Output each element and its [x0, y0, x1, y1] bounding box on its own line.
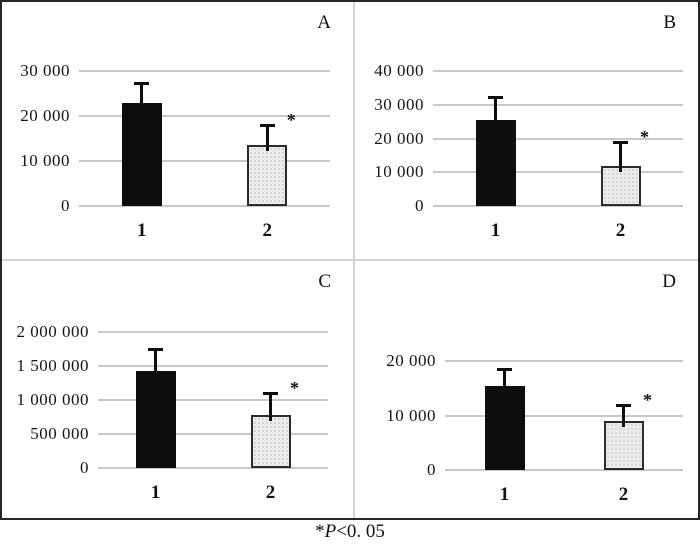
y-axis-tick-label: 20 000	[374, 128, 424, 148]
bar-group-2	[600, 165, 641, 206]
error-bar-line	[494, 96, 497, 126]
panel-label-b: B	[663, 12, 676, 33]
error-bar-line	[265, 125, 269, 151]
gridline	[433, 70, 683, 72]
gridline	[98, 467, 328, 469]
gridline	[445, 360, 683, 362]
error-bar-cap	[497, 368, 512, 372]
panel-label-a: A	[317, 12, 331, 33]
y-axis-tick-label: 0	[415, 196, 424, 215]
panel-label-c: C	[318, 271, 331, 292]
gridline	[433, 171, 683, 174]
x-axis-category-label: 1	[490, 220, 501, 241]
bar-group-1	[475, 119, 516, 206]
panel-divider-horizontal	[2, 259, 698, 261]
x-axis-category-label: 1	[150, 482, 161, 503]
gridline	[98, 433, 328, 435]
bar-group-2	[247, 144, 288, 206]
x-axis-category-label: 2	[615, 220, 626, 241]
gridline	[79, 115, 330, 117]
gridline	[79, 70, 330, 72]
y-axis-tick-label: 0	[61, 196, 70, 215]
error-bar-line	[619, 141, 622, 172]
error-bar-cap	[148, 348, 163, 351]
gridline	[98, 365, 328, 367]
bar-group-1	[135, 370, 176, 468]
error-bar-line	[622, 404, 625, 427]
panel-chart-d: D 0 10 000 20 000 1 * 2	[355, 261, 698, 518]
y-axis-tick-label: 0	[427, 460, 436, 479]
error-bar-cap	[259, 124, 275, 128]
bar-group-2	[250, 414, 291, 468]
footnote-star: *	[315, 521, 325, 542]
error-bar-cap	[488, 95, 503, 99]
significance-asterisk: *	[643, 389, 652, 410]
y-axis-tick-label: 30 000	[20, 61, 70, 80]
y-axis-tick-label: 10 000	[20, 151, 70, 170]
y-axis-tick-label: 1 500 000	[16, 356, 89, 375]
panel-label-d: D	[662, 271, 676, 292]
y-axis-tick-label: 0	[80, 458, 89, 477]
gridline	[433, 103, 683, 106]
bar-group-1	[484, 385, 525, 470]
footnote-condition: <0. 05	[336, 521, 385, 542]
error-bar-cap	[134, 82, 150, 86]
gridline	[79, 205, 330, 207]
gridline	[79, 160, 330, 162]
error-bar-line	[269, 393, 272, 421]
significance-asterisk: *	[640, 126, 649, 147]
panel-chart-b: B 0 10 000 20 000 30 000 40 000 1 * 2	[355, 2, 698, 259]
gridline	[445, 469, 683, 471]
significance-asterisk: *	[290, 378, 299, 399]
y-axis-tick-label: 1 000 000	[16, 390, 89, 409]
bar-group-1	[121, 103, 162, 206]
y-axis-tick-label: 10 000	[374, 162, 424, 182]
x-axis-category-label: 1	[137, 220, 147, 241]
x-axis-category-label: 1	[499, 484, 510, 505]
gridline	[98, 331, 328, 333]
y-axis-tick-label: 30 000	[374, 94, 424, 114]
significance-asterisk: *	[286, 110, 296, 131]
y-axis-tick-label: 2 000 000	[16, 322, 89, 341]
gridline	[445, 414, 683, 417]
y-axis-tick-label: 500 000	[30, 424, 89, 443]
gridline	[433, 205, 683, 207]
y-axis-tick-label: 10 000	[386, 405, 436, 425]
error-bar-cap	[613, 140, 628, 144]
panel-chart-c: C 0 500 000 1 000 000 1 500 000 2 000 000 1 * 2	[2, 261, 353, 518]
error-bar-cap	[616, 403, 631, 407]
footnote-significance: *P<0. 05	[0, 521, 700, 543]
y-axis-tick-label: 20 000	[386, 351, 436, 370]
figure-border-box: A 0 10 000 20 000 30 000 1 * 2 B 0 10 000 20 000…	[0, 0, 700, 520]
x-axis-category-label: 2	[265, 482, 276, 503]
x-axis-category-label: 2	[262, 220, 273, 241]
y-axis-tick-label: 40 000	[374, 61, 424, 80]
error-bar-line	[140, 83, 144, 110]
gridline	[433, 137, 683, 140]
x-axis-category-label: 2	[618, 484, 629, 505]
error-bar-line	[154, 349, 157, 377]
bar-group-2	[603, 420, 644, 470]
error-bar-line	[503, 369, 506, 392]
panel-chart-a: A 0 10 000 20 000 30 000 1 * 2	[2, 2, 353, 259]
footnote-p-symbol: P	[324, 521, 337, 542]
y-axis-tick-label: 20 000	[20, 106, 70, 125]
error-bar-cap	[263, 392, 278, 396]
gridline	[98, 399, 328, 401]
